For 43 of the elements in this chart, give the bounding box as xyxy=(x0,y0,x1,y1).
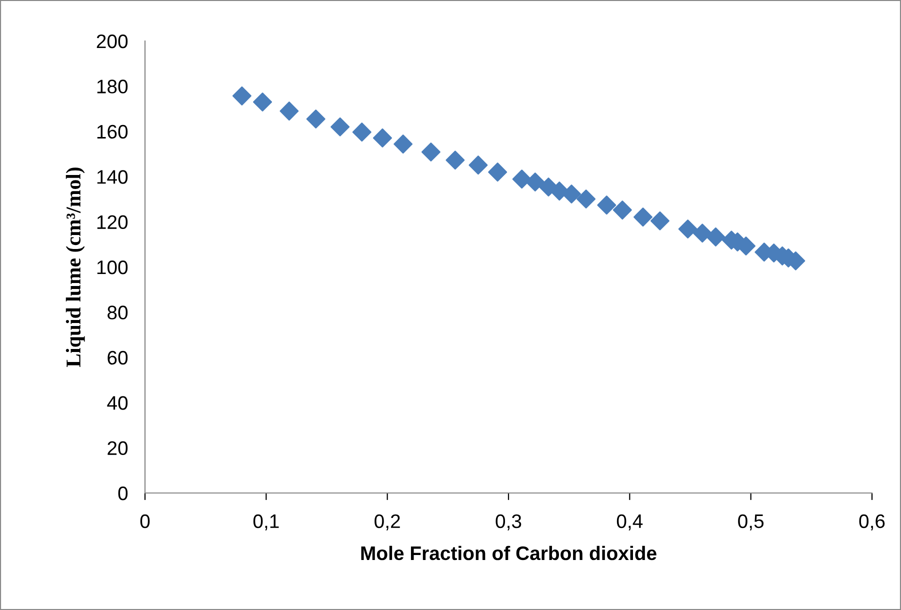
y-tick-label: 60 xyxy=(108,350,128,365)
x-tick-label: 0,4 xyxy=(616,514,643,530)
y-tick-label: 100 xyxy=(97,260,128,274)
point xyxy=(394,134,413,154)
point xyxy=(306,109,326,128)
x-tick-label: 0,3 xyxy=(496,514,522,530)
point xyxy=(468,156,488,175)
point xyxy=(253,92,272,112)
point xyxy=(373,128,392,148)
point xyxy=(512,170,532,189)
point xyxy=(678,220,698,239)
y-tick-label: 80 xyxy=(108,306,128,320)
point xyxy=(576,189,596,208)
point xyxy=(352,122,372,142)
y-tick-label: 120 xyxy=(97,215,128,230)
y-tick-label: 140 xyxy=(97,170,128,184)
y-tick-label: 20 xyxy=(108,441,128,456)
y-tick-label: 180 xyxy=(97,80,128,94)
point xyxy=(562,184,581,204)
x-axis-title: Mole Fraction of Carbon dioxide xyxy=(361,546,656,560)
point xyxy=(597,196,616,215)
point xyxy=(650,211,670,230)
point xyxy=(612,200,632,220)
point xyxy=(330,117,350,136)
point xyxy=(280,102,299,121)
point xyxy=(692,224,712,243)
point xyxy=(634,208,652,227)
x-tick-label: 0 xyxy=(140,514,150,528)
point xyxy=(706,227,726,246)
y-tick-label: 200 xyxy=(96,34,128,48)
y-tick-label: 160 xyxy=(97,124,128,139)
point xyxy=(421,142,440,162)
x-tick-label: 0,5 xyxy=(738,514,764,530)
point xyxy=(446,150,465,170)
x-tick-label: 0,6 xyxy=(859,514,885,530)
point xyxy=(526,172,545,192)
x-tick-label: 0,2 xyxy=(374,514,400,530)
y-tick-label: 0 xyxy=(118,486,128,500)
y-axis-title: Liquid lume (cm³/mol) xyxy=(66,168,85,367)
point xyxy=(232,86,252,106)
y-tick-label: 40 xyxy=(107,396,128,410)
point xyxy=(488,162,508,182)
x-tick-label: 0,1 xyxy=(253,514,279,530)
